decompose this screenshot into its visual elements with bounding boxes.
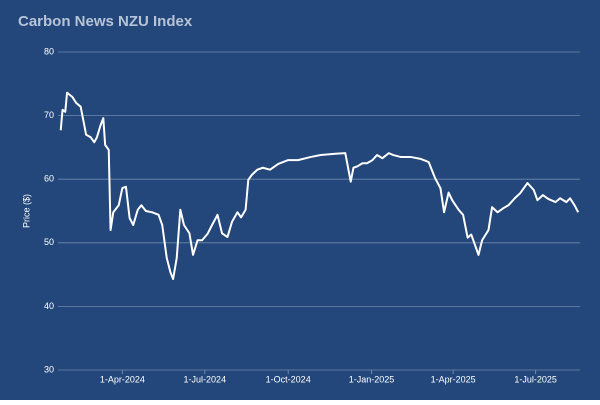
x-tick-label: 1-Oct-2024 <box>266 374 311 384</box>
y-tick-label: 50 <box>44 237 54 247</box>
x-tick-label: 1-Jan-2025 <box>349 374 395 384</box>
x-tick-label: 1-Apr-2025 <box>431 374 476 384</box>
x-tick-label: 1-Apr-2024 <box>100 374 145 384</box>
x-tick-label: 1-Jul-2024 <box>184 374 227 384</box>
y-tick-label: 30 <box>44 364 54 374</box>
x-tick-label: 1-Jul-2025 <box>514 374 557 384</box>
y-tick-label: 80 <box>44 46 54 56</box>
y-tick-label: 70 <box>44 110 54 120</box>
chart-title: Carbon News NZU Index <box>18 13 193 30</box>
y-tick-label: 60 <box>44 174 54 184</box>
y-axis-label: Price ($) <box>21 194 31 228</box>
y-tick-label: 40 <box>44 301 54 311</box>
line-series <box>59 91 580 281</box>
